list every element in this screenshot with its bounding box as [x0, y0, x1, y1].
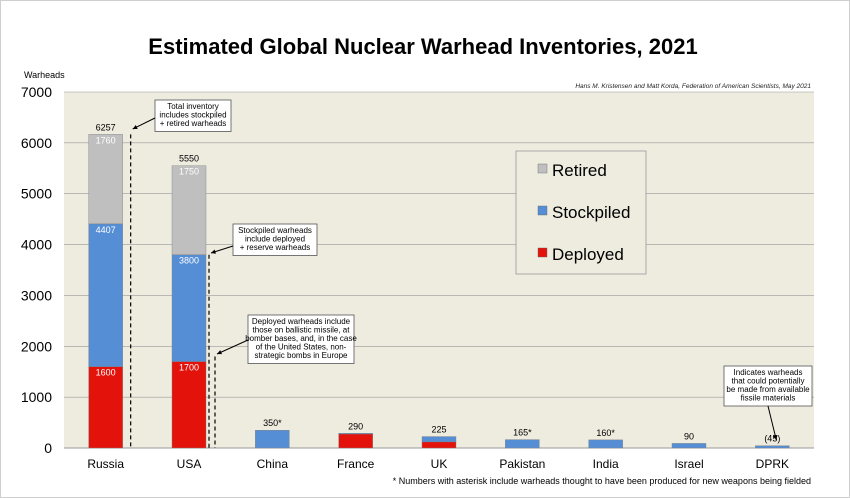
annotation-box	[723, 365, 813, 407]
category-labels: Russia USA China France UK Pakistan India Israe…	[87, 457, 789, 471]
data-labels: 6257 5550 350* 290 225 165* 160* 90 (45) 1600 4407…	[96, 122, 781, 443]
legend-box	[515, 150, 647, 275]
stockpiled-label: 4407	[96, 225, 116, 235]
total-label: 165*	[513, 428, 532, 438]
arrow-head	[211, 249, 216, 254]
category-label-india: India	[593, 457, 619, 471]
annotation-text: those on ballistic missile, at	[253, 326, 351, 335]
bar-stockpiled-india	[588, 439, 623, 449]
bar-stockpiled-dprk	[755, 445, 790, 449]
legend-swatch-stockpiled	[537, 205, 548, 216]
bar-deployed-usa	[171, 361, 207, 449]
y-tick-label: 7000	[21, 84, 52, 100]
bar-stockpiled-usa	[171, 254, 207, 362]
annotation-text: strategic bombs in Europe	[255, 351, 348, 360]
deployed-label: 1600	[96, 368, 116, 378]
bar-stockpiled-russia	[88, 223, 123, 367]
y-tick-label: 2000	[21, 338, 52, 354]
category-label-dprk: DPRK	[756, 457, 789, 471]
category-label-israel: Israel	[674, 457, 703, 471]
retired-label: 1760	[96, 135, 116, 145]
y-tick-label: 6000	[21, 135, 52, 151]
annotation-text: of the United States, non-	[256, 343, 347, 352]
legend-swatch-retired	[537, 163, 548, 174]
annotation-text: be made from available	[726, 385, 810, 394]
y-tick-label: 1000	[21, 389, 52, 405]
y-tick-label: 5000	[21, 186, 52, 202]
annotation-text: Deployed warheads include	[252, 317, 351, 326]
total-label: 6257	[96, 122, 116, 132]
annotation-text: Indicates warheads	[734, 368, 803, 377]
total-label: 5550	[179, 154, 199, 164]
annotation-box	[232, 223, 318, 256]
stockpiled-label: 3800	[179, 256, 199, 266]
bar-deployed-france	[338, 433, 373, 449]
annotation-text: Stockpiled warheads	[238, 226, 312, 235]
arrow-head	[773, 435, 778, 440]
category-label-uk: UK	[431, 457, 448, 471]
legend-label-stockpiled: Stockpiled	[552, 203, 630, 222]
category-label-pakistan: Pakistan	[499, 457, 545, 471]
bar-retired-usa	[171, 165, 207, 255]
bar-stockpiled-china	[255, 430, 290, 449]
annotation-text: includes stockpiled	[159, 111, 226, 120]
bar-retired-russia	[88, 134, 123, 225]
y-axis-label: Warheads	[24, 70, 65, 80]
category-label-russia: Russia	[87, 457, 124, 471]
annotation-text: include deployed	[245, 235, 305, 244]
category-label-usa: USA	[177, 457, 202, 471]
bar-stockpiled-uk	[421, 436, 457, 443]
legend-swatch-deployed	[537, 247, 548, 258]
deployed-label: 1700	[179, 363, 199, 373]
category-label-france: France	[337, 457, 375, 471]
annotation-text: Total inventory	[167, 102, 219, 111]
annotation-text: + reserve warheads	[240, 243, 310, 252]
annotation-box	[154, 99, 232, 132]
bar-stockpiled-israel	[671, 443, 707, 449]
total-label: (45)	[764, 434, 780, 444]
category-label-china: China	[257, 457, 289, 471]
retired-label: 1750	[179, 167, 199, 177]
arrow-head	[132, 125, 138, 129]
y-tick-label: 4000	[21, 237, 52, 253]
legend: Retired Stockpiled Deployed	[515, 150, 647, 275]
bar-deployed-russia	[88, 366, 123, 449]
y-tick-labels: 0 1000 2000 3000 4000 5000 6000 7000	[21, 84, 52, 456]
bars	[88, 134, 790, 449]
bar-stockpiled-france	[338, 433, 373, 435]
annotation-text: bomber bases, and, in the case	[245, 334, 357, 343]
source-credit: Hans M. Kristensen and Matt Korda, Feder…	[575, 83, 811, 90]
total-label: 290	[348, 421, 363, 431]
annotation-arrow	[767, 405, 777, 441]
y-tick-label: 0	[44, 440, 52, 456]
total-label: 160*	[596, 428, 615, 438]
annotation-text: + retired warheads	[160, 119, 226, 128]
annotation-box	[247, 314, 355, 364]
bar-stockpiled-pakistan	[505, 439, 540, 449]
total-label: 350*	[263, 418, 282, 428]
bar-deployed-uk	[421, 441, 457, 449]
total-label: 90	[684, 431, 694, 441]
annotation-text: fissile materials	[741, 394, 796, 403]
footnote: * Numbers with asterisk include warheads…	[393, 476, 811, 486]
total-label: 225	[431, 425, 446, 435]
annotation-arrow	[216, 339, 249, 355]
annotation-text: that could potentially	[732, 377, 805, 386]
legend-label-deployed: Deployed	[552, 245, 624, 264]
chart-title: Estimated Global Nuclear Warhead Invento…	[148, 34, 697, 59]
legend-label-retired: Retired	[552, 161, 607, 180]
y-tick-label: 3000	[21, 287, 52, 303]
arrow-head	[217, 350, 222, 355]
